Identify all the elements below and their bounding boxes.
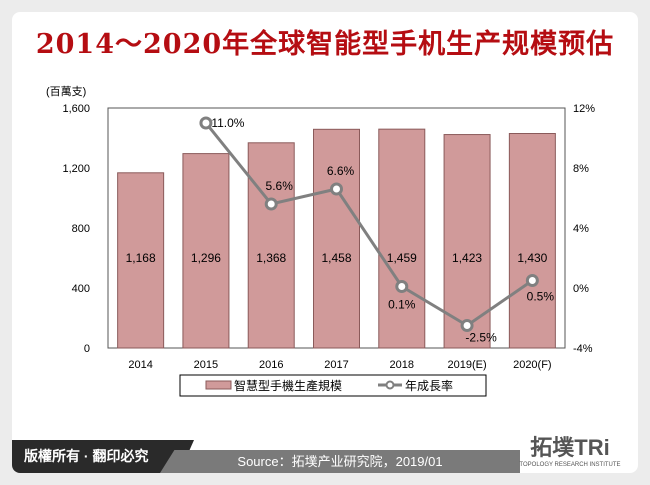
legend (179, 374, 487, 397)
y-tick-label: 400 (72, 283, 90, 295)
y-tick-label: 800 (72, 223, 90, 235)
x-tick-label: 2019(E) (448, 359, 487, 371)
growth-point (460, 319, 474, 332)
legend-bar-swatch (205, 380, 232, 390)
page-title: 2014～2020年全球智能型手机生产规模预估 (35, 29, 615, 60)
growth-label: 0.1% (388, 298, 416, 312)
y-tick-label: 1,200 (62, 163, 90, 175)
y2-tick-label: 8% (573, 163, 589, 175)
legend-line-marker (385, 380, 395, 390)
bar (182, 153, 230, 349)
y-tick-label: 0 (84, 343, 90, 355)
legend-line-label: 年成長率 (405, 378, 453, 393)
y-axis-unit: (百萬支) (46, 85, 86, 98)
y2-tick-label: 0% (573, 283, 589, 295)
legend-bar-label: 智慧型手機生產規模 (234, 378, 342, 393)
bar-value-label: 1,458 (321, 251, 351, 265)
x-tick-label: 2016 (259, 359, 283, 371)
source-text: Source：拓墣产业研究院，2019/01 (160, 450, 520, 473)
growth-point (395, 280, 409, 293)
bar (378, 128, 426, 349)
y2-tick-label: 12% (573, 103, 595, 115)
bar-value-label: 1,423 (452, 251, 482, 265)
growth-line (204, 122, 534, 328)
growth-point (525, 274, 539, 287)
bar (508, 133, 556, 349)
y2-tick-label: 4% (573, 223, 589, 235)
bar-value-label: 1,296 (191, 251, 221, 265)
growth-label: 11.0% (211, 116, 244, 130)
growth-point (330, 182, 343, 196)
y2-tick-label: -4% (573, 343, 593, 355)
bar-value-label: 1,168 (126, 251, 156, 265)
growth-label: 6.6% (327, 164, 355, 178)
bar (443, 134, 491, 349)
x-tick-label: 2017 (324, 359, 348, 371)
x-tick-label: 2014 (128, 359, 152, 371)
bar-value-label: 1,430 (517, 251, 547, 265)
growth-label: -2.5% (465, 331, 497, 345)
bar (313, 128, 360, 349)
growth-label: 5.6% (266, 179, 294, 193)
x-tick-label: 2015 (194, 359, 218, 371)
bar-value-label: 1,368 (256, 251, 286, 265)
growth-point (264, 197, 278, 211)
x-tick-label: 2020(F) (513, 359, 552, 371)
growth-point (199, 116, 213, 130)
x-tick-label: 2018 (390, 359, 414, 371)
logo: 拓墣TRi TOPOLOGY RESEARCH INSTITUTE (519, 435, 621, 468)
bar-value-label: 1,459 (387, 251, 417, 265)
growth-label: 0.5% (527, 290, 555, 304)
y-tick-label: 1,600 (62, 103, 90, 115)
bar (117, 172, 165, 349)
bar (247, 142, 295, 349)
